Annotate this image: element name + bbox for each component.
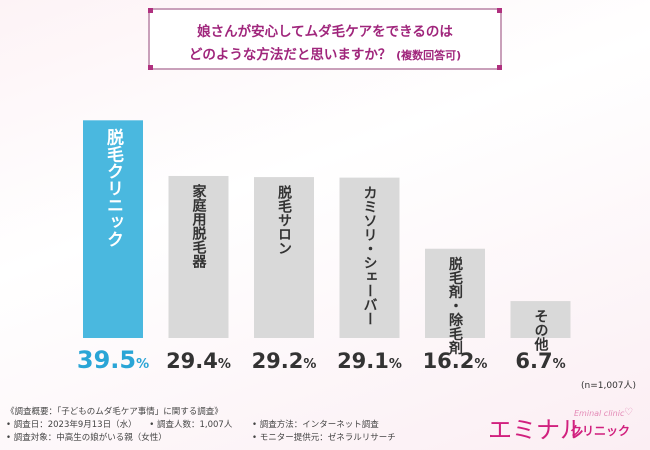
- survey-target: • 調査対象：中高生の娘がいる親（女性）: [6, 433, 167, 443]
- survey-row: • 調査日：2023年9月13日（水） • 調査人数：1,007人 • 調査方法…: [6, 419, 426, 432]
- corner-mark: [497, 65, 502, 70]
- question-line2: どのような方法だと思いますか？ (複数回答可): [150, 43, 500, 63]
- survey-method: • 調査方法：インターネット調査: [252, 420, 379, 430]
- bar-chart: 脱毛クリニック 39.5% 家庭用脱毛器 29.4% 脱毛サロン 29.2% カミソリ・シェ…: [77, 120, 571, 374]
- category-label-1: 家庭用脱毛器: [191, 183, 208, 269]
- survey-respondents: • 調査人数：1,007人: [149, 420, 233, 430]
- brand-name: エミナル: [488, 416, 584, 444]
- category-label-0: 脱毛クリニック: [103, 127, 124, 247]
- sample-size-label: (n=1,007人): [581, 381, 637, 391]
- bar-3: [339, 177, 400, 338]
- survey-heading: 《調査概要：「子どものムダ毛ケア事情」に関する調査》: [6, 407, 223, 417]
- brand-logo: エミナル Eminal clinic ♡ クリニック: [488, 406, 643, 446]
- category-label-2: 脱毛サロン: [276, 184, 292, 255]
- brand-en: Eminal clinic: [574, 409, 625, 418]
- value-label-3: 29.1%: [337, 349, 402, 373]
- bar-4: [425, 248, 485, 338]
- question-note: (複数回答可): [396, 49, 462, 62]
- value-label-4: 16.2%: [423, 349, 488, 373]
- bar-1: [168, 175, 229, 338]
- category-label-5: その他: [533, 309, 550, 352]
- brand-sub: クリニック: [570, 424, 631, 438]
- question-line2-text: どのような方法だと思いますか？: [188, 47, 392, 63]
- heart-icon: ♡: [624, 407, 633, 418]
- bar-0: [83, 120, 143, 338]
- question-line1: 娘さんが安心してムダ毛ケアをできるのは: [197, 24, 453, 40]
- category-label-4: 脱毛剤・除毛剤: [447, 256, 464, 356]
- survey-overview: 《調査概要：「子どものムダ毛ケア事情」に関する調査》 • 調査日：2023年9月…: [6, 406, 426, 445]
- value-label-1: 29.4%: [166, 349, 231, 373]
- bar-5: [510, 301, 571, 338]
- bar-2: [254, 177, 314, 338]
- survey-date: • 調査日：2023年9月13日（水）: [6, 420, 137, 430]
- survey-row: • 調査対象：中高生の娘がいる親（女性） • モニター提供元：ゼネラルリサーチ: [6, 432, 426, 445]
- question-box: 娘さんが安心してムダ毛ケアをできるのは どのような方法だと思いますか？ (複数回…: [148, 8, 502, 70]
- value-label-5: 6.7%: [515, 349, 565, 373]
- corner-mark: [148, 65, 153, 70]
- survey-provider: • モニター提供元：ゼネラルリサーチ: [252, 433, 396, 443]
- category-label-3: カミソリ・シェーバー: [362, 186, 378, 326]
- corner-mark: [148, 8, 153, 13]
- corner-mark: [497, 8, 502, 13]
- value-label-2: 29.2%: [252, 349, 317, 373]
- value-label-0: 39.5%: [77, 346, 149, 374]
